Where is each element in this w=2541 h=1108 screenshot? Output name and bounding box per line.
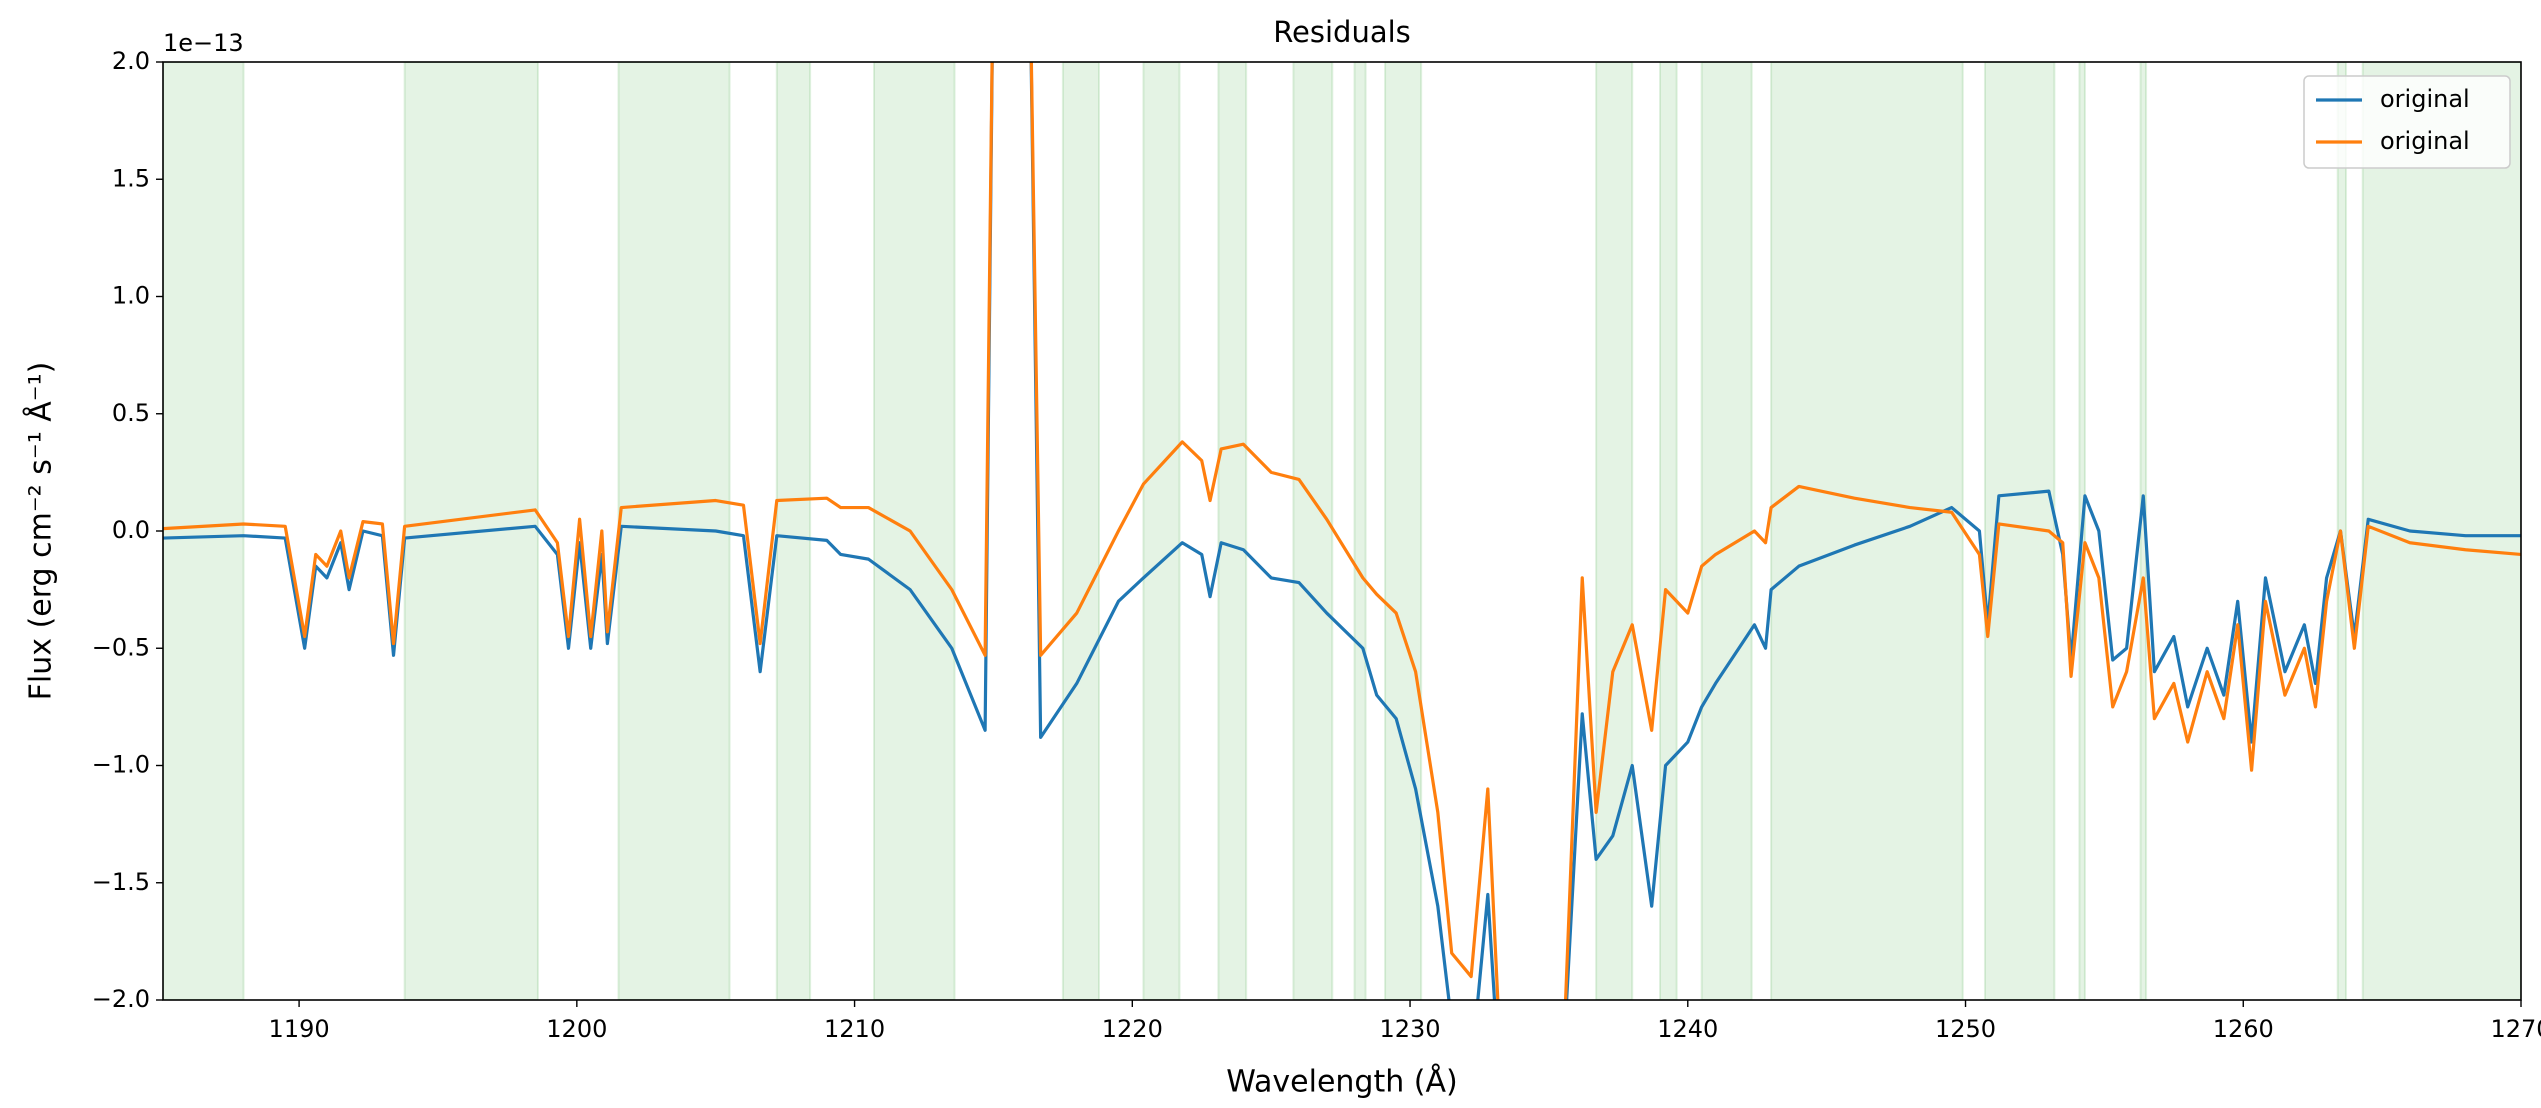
series-line <box>163 62 2521 1000</box>
legend-label: original <box>2380 127 2470 155</box>
y-tick-label: 0.0 <box>112 516 150 544</box>
shaded-region <box>1061 62 1100 1000</box>
lines <box>163 62 2521 1000</box>
y-tick-label: 2.0 <box>112 47 150 75</box>
x-axis-label: Wavelength (Å) <box>1226 1064 1457 1100</box>
legend: original original <box>2303 75 2511 169</box>
x-tick-label: 1260 <box>2213 1015 2274 1043</box>
shaded-region <box>1384 62 1423 1000</box>
x-tick-label: 1210 <box>824 1015 885 1043</box>
chart-title: Residuals <box>1273 15 1411 49</box>
y-tick-label: −0.5 <box>92 633 150 661</box>
y-offset-label: 1e−13 <box>163 29 244 57</box>
axes: 1190 1200 1210 1220 1230 1240 1250 1260 1270 −2.0… <box>92 47 2541 1043</box>
x-tick-label: 1240 <box>1657 1015 1718 1043</box>
plot-frame <box>162 61 2522 1001</box>
y-tick-label: 1.5 <box>112 164 150 192</box>
shaded-region <box>775 62 812 1000</box>
y-tick-label: 1.0 <box>112 282 150 310</box>
shaded-region <box>1595 62 1634 1000</box>
shaded-region <box>1353 62 1367 1000</box>
x-tick-label: 1270 <box>2490 1015 2541 1043</box>
shaded-region <box>873 62 956 1000</box>
shaded-region <box>163 62 245 1000</box>
shaded-region <box>2361 62 2521 1000</box>
x-tick-label: 1200 <box>546 1015 607 1043</box>
x-tick-label: 1220 <box>1102 1015 1163 1043</box>
series-line <box>163 62 2521 1000</box>
legend-label: original <box>2380 85 2470 113</box>
shaded-region <box>1770 62 1964 1000</box>
shaded-region <box>1292 62 1334 1000</box>
y-axis-label: Flux (erg cm⁻² s⁻¹ Å⁻¹) <box>23 362 59 701</box>
shaded-region <box>1217 62 1248 1000</box>
y-tick-label: 0.5 <box>112 399 150 427</box>
y-tick-label: −1.5 <box>92 868 150 896</box>
y-tick-label: −1.0 <box>92 751 150 779</box>
x-tick-label: 1230 <box>1380 1015 1441 1043</box>
shaded-region <box>1700 62 1753 1000</box>
shaded-region <box>1142 62 1181 1000</box>
shaded-region <box>1659 62 1678 1000</box>
spans <box>163 62 2521 1000</box>
y-tick-label: −2.0 <box>92 985 150 1013</box>
x-tick-label: 1190 <box>269 1015 330 1043</box>
x-tick-label: 1250 <box>1935 1015 1996 1043</box>
